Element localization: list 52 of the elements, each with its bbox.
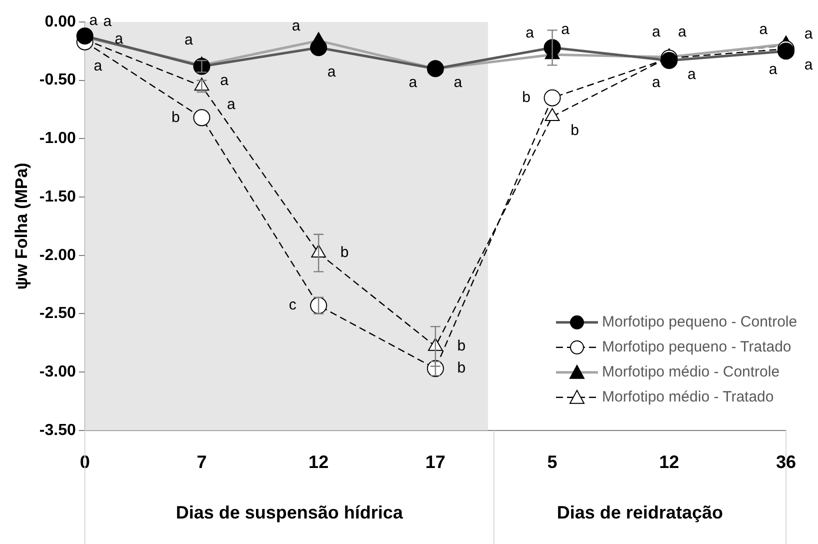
- data-label: a: [220, 72, 230, 89]
- data-label: a: [526, 24, 535, 42]
- data-label: a: [804, 56, 814, 74]
- data-label: a: [652, 74, 661, 92]
- data-label: a: [89, 12, 98, 30]
- y-tick-label: -1.00: [39, 130, 76, 148]
- legend-label: Morfotipo pequeno - Tratado: [602, 338, 792, 356]
- text: Dias de reidratação: [556, 502, 723, 522]
- x-tick-label: 36: [776, 452, 796, 472]
- x-tick-label: 0: [80, 452, 90, 472]
- legend-label: Morfotipo pequeno - Controle: [602, 314, 798, 331]
- data-label: a: [454, 74, 463, 92]
- x-tick-label: 7: [196, 452, 207, 472]
- legend-label: Morfotipo médio - Controle: [602, 364, 780, 381]
- data-label: a: [652, 23, 661, 40]
- text: Dias de suspensão hídrica: [176, 502, 404, 522]
- data-label: b: [522, 88, 530, 106]
- x-tick-label: 12: [308, 452, 329, 472]
- data-label: a: [759, 21, 768, 38]
- data-label: a: [804, 26, 814, 43]
- data-label: a: [94, 58, 103, 75]
- data-label: a: [768, 61, 778, 78]
- data-label: a: [184, 32, 194, 49]
- data-label: a: [687, 66, 696, 83]
- data-label: b: [457, 360, 466, 377]
- data-label: a: [114, 30, 124, 48]
- data-label: a: [561, 21, 570, 38]
- point: [426, 360, 444, 378]
- x-tick-label: 12: [659, 452, 680, 472]
- data-label: a: [678, 23, 687, 40]
- y-tick-label: -2.50: [39, 305, 76, 322]
- data-label: a: [408, 74, 418, 92]
- x-tick-label: 5: [547, 452, 558, 472]
- data-label: a: [292, 18, 301, 35]
- x-tick-label: 17: [425, 452, 446, 472]
- legend-label: Morfotipo médio - Tratado: [602, 388, 774, 406]
- data-label: c: [288, 296, 297, 314]
- y-tick-label: -2.00: [39, 246, 76, 264]
- data-label: b: [340, 244, 349, 262]
- point: [193, 109, 210, 126]
- data-label: a: [103, 12, 112, 30]
- data-label: b: [570, 122, 579, 139]
- y-tick-label: -1.50: [39, 188, 76, 206]
- y-tick-label: -0.50: [39, 72, 76, 89]
- data-label: b: [172, 108, 180, 126]
- data-label: a: [327, 64, 336, 81]
- y-tick-label: -3.00: [39, 363, 76, 380]
- y-tick-label: -3.50: [39, 422, 76, 439]
- y-tick-label: 0.00: [44, 13, 76, 30]
- data-label: b: [457, 338, 466, 355]
- y-axis-title: ψw Folha (MPa): [12, 162, 31, 290]
- data-label: a: [226, 96, 236, 114]
